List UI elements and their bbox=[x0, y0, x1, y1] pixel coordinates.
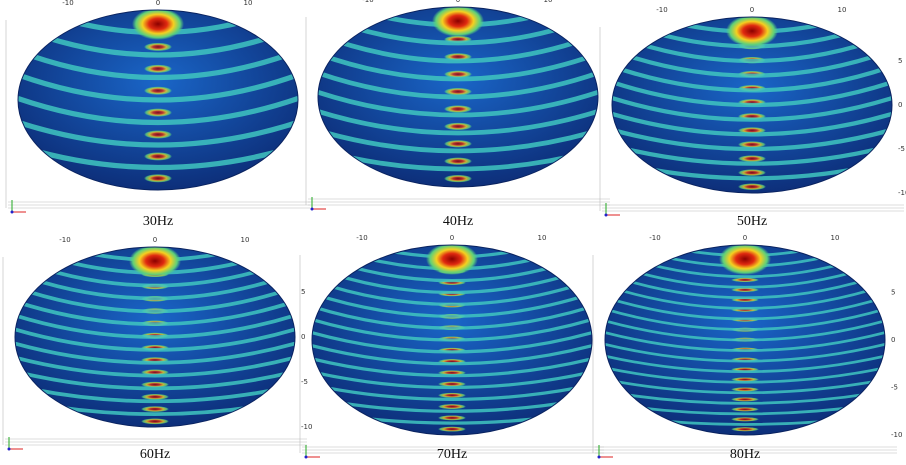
hot-spot bbox=[438, 415, 466, 420]
top-tick-label: 0 bbox=[750, 6, 754, 14]
source bbox=[426, 243, 478, 275]
panel: -10 0 10 70Hz bbox=[300, 228, 604, 462]
top-tick-label: 10 bbox=[831, 234, 840, 242]
figure: -1001030Hz-1001040Hz-1001050-5-1050Hz-10… bbox=[0, 0, 906, 465]
top-tick-label: 10 bbox=[838, 6, 847, 14]
hot-spot bbox=[738, 183, 766, 190]
hot-spot bbox=[144, 152, 172, 160]
top-tick-label: 10 bbox=[544, 0, 553, 4]
hot-spot bbox=[438, 427, 466, 432]
triad-z bbox=[598, 456, 601, 459]
hot-spot bbox=[444, 105, 472, 113]
panel: -10 0 10 40Hz bbox=[306, 0, 610, 229]
source bbox=[432, 5, 484, 37]
top-tick-label: 0 bbox=[743, 234, 747, 242]
side-tick-label: 0 bbox=[898, 101, 902, 109]
hot-spot bbox=[444, 140, 472, 148]
caption: 70Hz bbox=[437, 447, 467, 462]
triad-z bbox=[305, 456, 308, 459]
side-tick-label: 5 bbox=[891, 289, 895, 297]
source bbox=[719, 243, 771, 275]
triad-z bbox=[8, 448, 11, 451]
side-tick-label: -10 bbox=[898, 189, 906, 197]
field bbox=[605, 227, 885, 435]
side-tick-label: -5 bbox=[898, 145, 905, 153]
side-tick-label: -5 bbox=[891, 384, 898, 392]
caption: 80Hz bbox=[730, 447, 760, 462]
field bbox=[18, 4, 298, 190]
hot-spot bbox=[141, 394, 169, 400]
hot-spot bbox=[731, 397, 759, 401]
hot-spot bbox=[444, 157, 472, 165]
hot-spot bbox=[444, 123, 472, 131]
hot-spot bbox=[144, 87, 172, 95]
top-tick-label: 10 bbox=[538, 234, 547, 242]
side-tick-label: 0 bbox=[301, 333, 305, 341]
caption: 40Hz bbox=[443, 214, 473, 229]
top-tick-label: -10 bbox=[362, 0, 373, 4]
panel: -10 0 10 5 0 -5 -10 50Hz bbox=[600, 3, 906, 229]
panel: -10 0 10 5 0 -5 -10 60Hz bbox=[3, 231, 312, 462]
source bbox=[726, 15, 778, 47]
side-tick-label: -10 bbox=[301, 423, 312, 431]
hot-spot bbox=[731, 407, 759, 411]
caption: 60Hz bbox=[140, 447, 170, 462]
top-tick-label: -10 bbox=[356, 234, 367, 242]
hot-spot bbox=[731, 427, 759, 431]
source bbox=[132, 8, 184, 40]
hot-spot bbox=[438, 404, 466, 409]
hot-spot bbox=[438, 393, 466, 398]
panel: -10 0 10 5 0 -5 -10 80Hz bbox=[593, 227, 902, 462]
hot-spot bbox=[141, 418, 169, 424]
field bbox=[612, 3, 892, 193]
hot-spot bbox=[731, 278, 759, 282]
top-tick-label: 0 bbox=[153, 236, 157, 244]
field bbox=[312, 228, 592, 435]
top-tick-label: -10 bbox=[62, 0, 73, 7]
caption: 50Hz bbox=[737, 214, 767, 229]
top-tick-label: -10 bbox=[656, 6, 667, 14]
hot-spot bbox=[731, 417, 759, 421]
side-tick-label: 0 bbox=[891, 336, 895, 344]
top-tick-label: 0 bbox=[156, 0, 160, 7]
side-tick-label: -10 bbox=[891, 431, 902, 439]
triad-z bbox=[311, 208, 314, 211]
hot-spot bbox=[144, 130, 172, 138]
hot-spot bbox=[444, 175, 472, 183]
side-tick-label: 5 bbox=[898, 57, 902, 65]
side-tick-label: -5 bbox=[301, 378, 308, 386]
field bbox=[318, 0, 598, 187]
hot-spot bbox=[731, 387, 759, 391]
hot-spot bbox=[144, 174, 172, 182]
hot-spot bbox=[141, 406, 169, 412]
source bbox=[129, 245, 181, 277]
hot-spot bbox=[144, 43, 172, 51]
top-tick-label: 10 bbox=[241, 236, 250, 244]
triad-z bbox=[605, 214, 608, 217]
hot-spot bbox=[444, 88, 472, 96]
hot-spot bbox=[738, 169, 766, 176]
top-tick-label: 0 bbox=[450, 234, 454, 242]
top-tick-label: -10 bbox=[59, 236, 70, 244]
top-tick-label: 0 bbox=[456, 0, 460, 4]
top-tick-label: -10 bbox=[649, 234, 660, 242]
panel: -10 0 10 30Hz bbox=[6, 0, 310, 229]
hot-spot bbox=[144, 65, 172, 73]
triad-z bbox=[11, 211, 14, 214]
hot-spot bbox=[144, 108, 172, 116]
side-tick-label: 5 bbox=[301, 288, 305, 296]
top-tick-label: 10 bbox=[244, 0, 253, 7]
hot-spot bbox=[738, 155, 766, 162]
field bbox=[15, 231, 295, 427]
caption: 30Hz bbox=[143, 214, 173, 229]
